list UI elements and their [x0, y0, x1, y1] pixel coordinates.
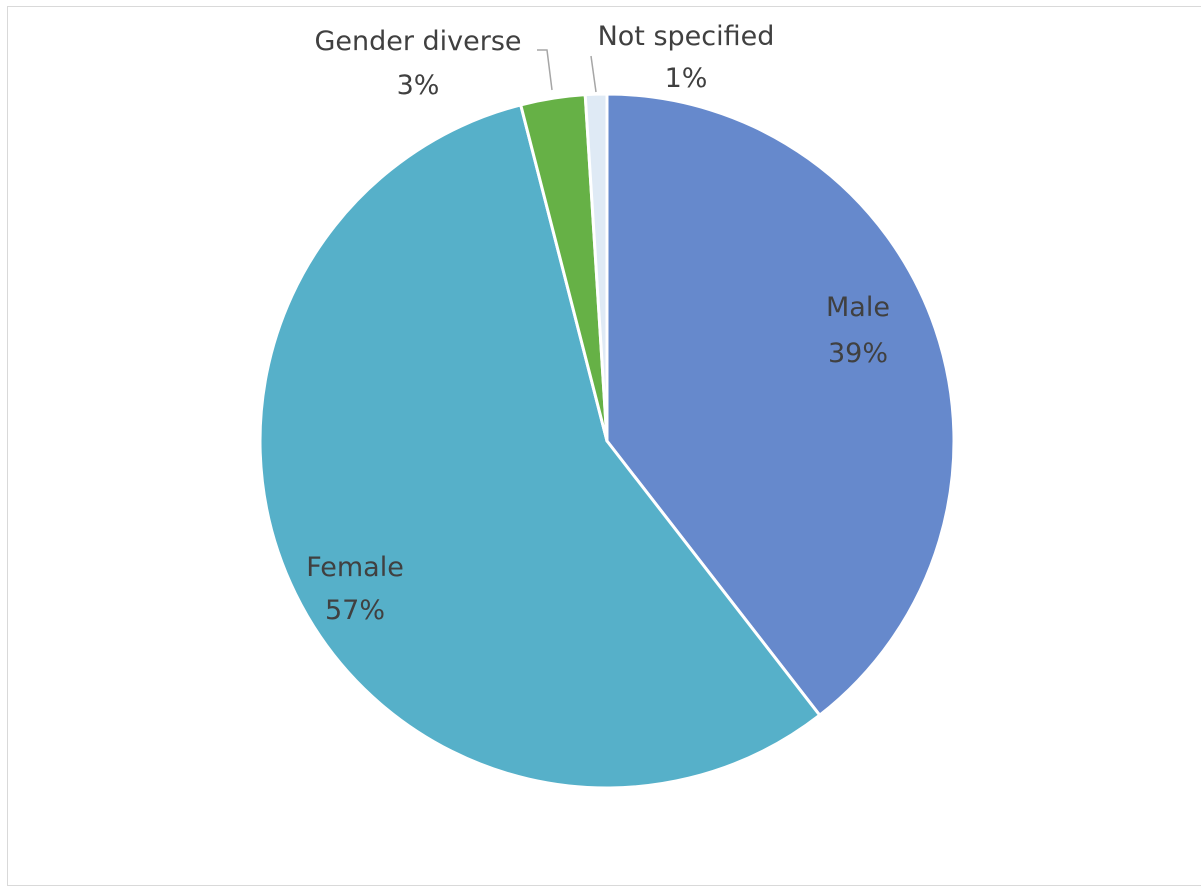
- data-labels: Male 39% Female 57% Gender diverse 3% Not spec…: [306, 21, 890, 626]
- pie-slice-female: [258, 103, 822, 790]
- slice-label-not-specified: Not specified: [598, 21, 775, 52]
- pie-slices: [258, 92, 956, 790]
- slice-label-gender-diverse: Gender diverse: [314, 26, 521, 57]
- slice-percent-male: 39%: [828, 338, 888, 369]
- leader-line-gender-diverse: [537, 49, 553, 91]
- slice-label-male: Male: [826, 292, 890, 323]
- pie-slice-male: [605, 92, 956, 717]
- leader-line-not-specified: [590, 55, 597, 93]
- slice-label-female: Female: [306, 552, 404, 583]
- leader-lines: [537, 49, 597, 93]
- slice-percent-gender-diverse: 3%: [397, 70, 440, 101]
- slice-percent-not-specified: 1%: [665, 63, 708, 94]
- pie-slice-not-specified: [583, 92, 609, 443]
- slice-percent-female: 57%: [325, 595, 385, 626]
